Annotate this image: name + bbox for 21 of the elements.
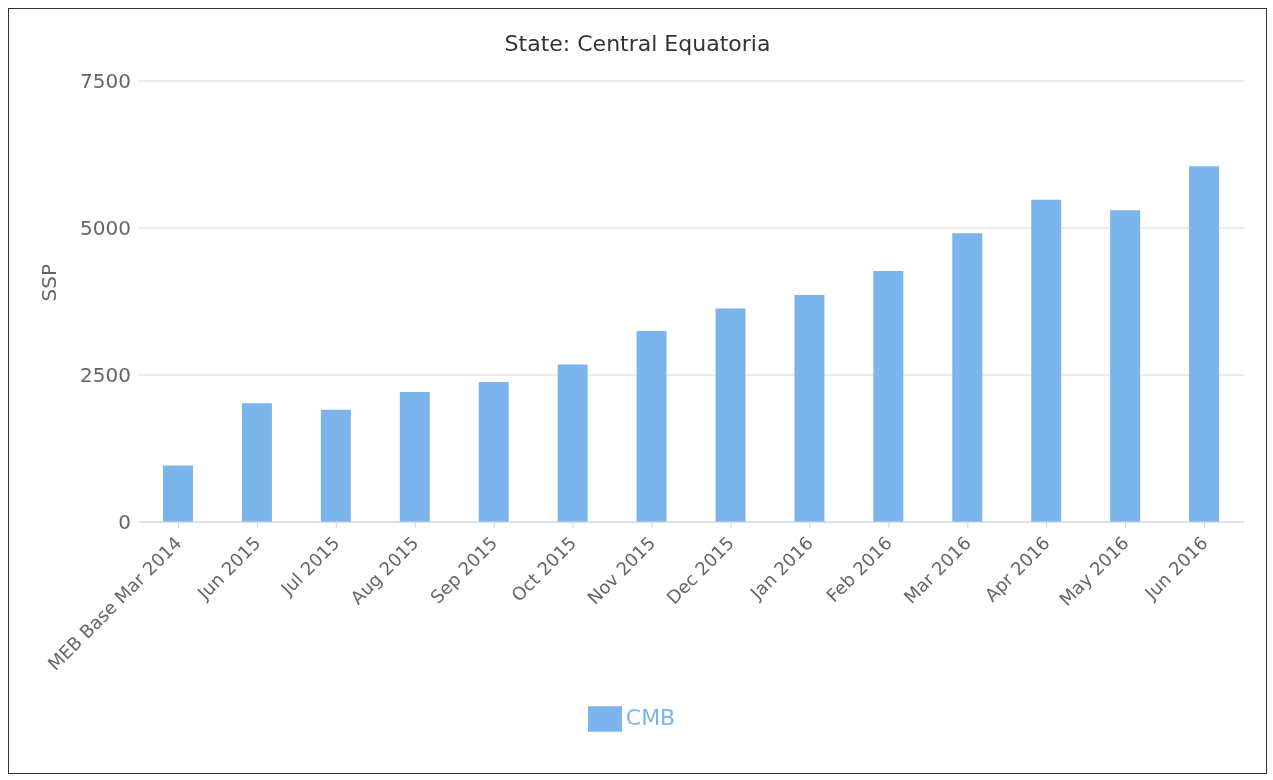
y-tick-label: 5000 [80, 216, 131, 241]
bar [478, 382, 509, 522]
bar [320, 409, 351, 522]
y-tick-label: 7500 [80, 69, 131, 94]
bar [873, 270, 904, 522]
bar [636, 330, 667, 522]
bar [715, 308, 746, 522]
chart-title: State: Central Equatoria [503, 30, 772, 56]
legend-label: CMB [625, 705, 676, 730]
bar [1189, 166, 1220, 522]
bar [241, 403, 272, 522]
y-tick-label: 2500 [80, 363, 131, 388]
bar [1031, 199, 1062, 522]
bar [1110, 210, 1141, 522]
bar [794, 295, 825, 522]
bar [399, 392, 430, 522]
bar [557, 364, 588, 522]
y-axis-title: SSP [37, 264, 62, 302]
bar [163, 465, 193, 522]
y-tick-label: 0 [118, 510, 131, 535]
bar [952, 233, 983, 522]
